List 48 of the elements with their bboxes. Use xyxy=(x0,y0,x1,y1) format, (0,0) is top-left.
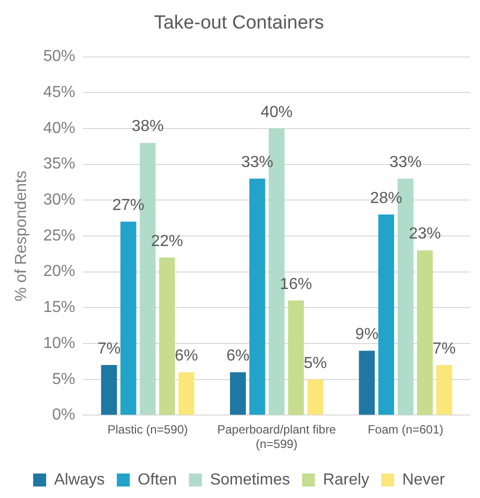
data-label: 9% xyxy=(355,326,378,344)
y-tick-label: 50% xyxy=(43,48,76,66)
data-label: 40% xyxy=(260,104,293,121)
chart-title: Take-out Containers xyxy=(154,12,324,34)
y-tick-label: 35% xyxy=(43,156,76,173)
data-label: 38% xyxy=(132,118,164,136)
y-tick-label: 5% xyxy=(52,370,76,388)
bar xyxy=(436,365,452,415)
y-tick-label: 0% xyxy=(52,406,76,424)
bar xyxy=(159,258,175,415)
x-tick-label: Foam (n=601) xyxy=(368,422,444,437)
legend-label: Rarely xyxy=(322,471,370,488)
bar xyxy=(288,300,304,415)
data-label: 28% xyxy=(370,190,402,207)
data-label: 16% xyxy=(280,276,312,293)
y-tick-label: 10% xyxy=(43,334,76,352)
y-tick-label: 30% xyxy=(43,192,76,209)
bar xyxy=(178,372,194,415)
y-tick-label: 25% xyxy=(43,227,76,244)
x-tick-label: Plastic (n=590) xyxy=(108,422,188,437)
bar xyxy=(249,178,266,415)
y-axis-title: % of Respondents xyxy=(13,170,30,302)
data-label: 33% xyxy=(241,154,274,172)
y-tick-label: 40% xyxy=(43,120,76,137)
data-label: 23% xyxy=(408,226,441,243)
data-label: 7% xyxy=(432,340,456,358)
data-label: 27% xyxy=(112,197,144,214)
y-tick-label: 15% xyxy=(43,299,76,316)
legend-label: Never xyxy=(402,471,446,488)
data-label: 6% xyxy=(174,348,198,365)
y-tick-label: 45% xyxy=(43,84,76,102)
data-label: 7% xyxy=(97,340,121,358)
bar xyxy=(230,372,246,415)
legend-label: Always xyxy=(54,471,105,488)
data-label: 5% xyxy=(304,354,327,372)
bar xyxy=(120,222,136,415)
data-label: 6% xyxy=(226,348,250,365)
bar xyxy=(358,350,375,415)
bar xyxy=(378,214,394,415)
y-tick-label: 20% xyxy=(43,263,76,280)
legend-label: Sometimes xyxy=(210,471,290,488)
bar xyxy=(307,379,324,415)
bar xyxy=(416,250,433,415)
x-tick-label: Paperboard/plant fibre (n=599) xyxy=(217,422,336,452)
data-label: 22% xyxy=(151,232,184,250)
bar xyxy=(101,365,117,415)
data-label: 33% xyxy=(390,154,422,172)
legend-label: Often xyxy=(138,471,177,488)
